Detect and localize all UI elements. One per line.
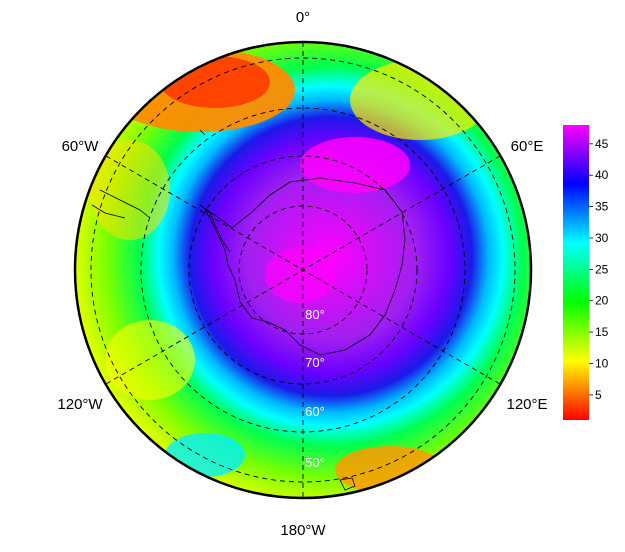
colorbar-tick-label: 35 xyxy=(595,200,609,214)
map-boundary xyxy=(73,40,533,500)
lon-label-bottom: 180°W xyxy=(280,522,326,539)
lon-label-top: 0° xyxy=(296,9,310,26)
colorbar-tick-label: 45 xyxy=(595,137,609,151)
colorbar: 45 40 35 30 25 20 15 10 5 xyxy=(563,125,609,420)
colorbar-tick-label: 20 xyxy=(595,294,609,308)
lat-label-80: 80° xyxy=(305,307,325,322)
lon-label-lower-left: 120°W xyxy=(57,396,103,413)
lat-label-60: 60° xyxy=(305,404,325,419)
lon-label-upper-right: 60°E xyxy=(511,138,544,155)
colorbar-tick-label: 15 xyxy=(595,325,609,339)
coastline xyxy=(91,129,406,491)
colorbar-tick-label: 5 xyxy=(595,388,602,402)
graticule xyxy=(90,42,516,498)
colorbar-tick-label: 30 xyxy=(595,231,609,245)
lat-label-70: 70° xyxy=(305,355,325,370)
colorbar-ticks: 45 40 35 30 25 20 15 10 5 xyxy=(589,137,609,402)
lon-label-upper-left: 60°W xyxy=(62,138,100,155)
lat-label-50: 50° xyxy=(305,455,325,470)
lon-label-lower-right: 120°E xyxy=(506,396,547,413)
colorbar-tick-label: 40 xyxy=(595,168,609,182)
colorbar-tick-label: 25 xyxy=(595,262,609,276)
colorbar-ramp xyxy=(563,125,589,420)
colorbar-tick-label: 10 xyxy=(595,357,609,371)
